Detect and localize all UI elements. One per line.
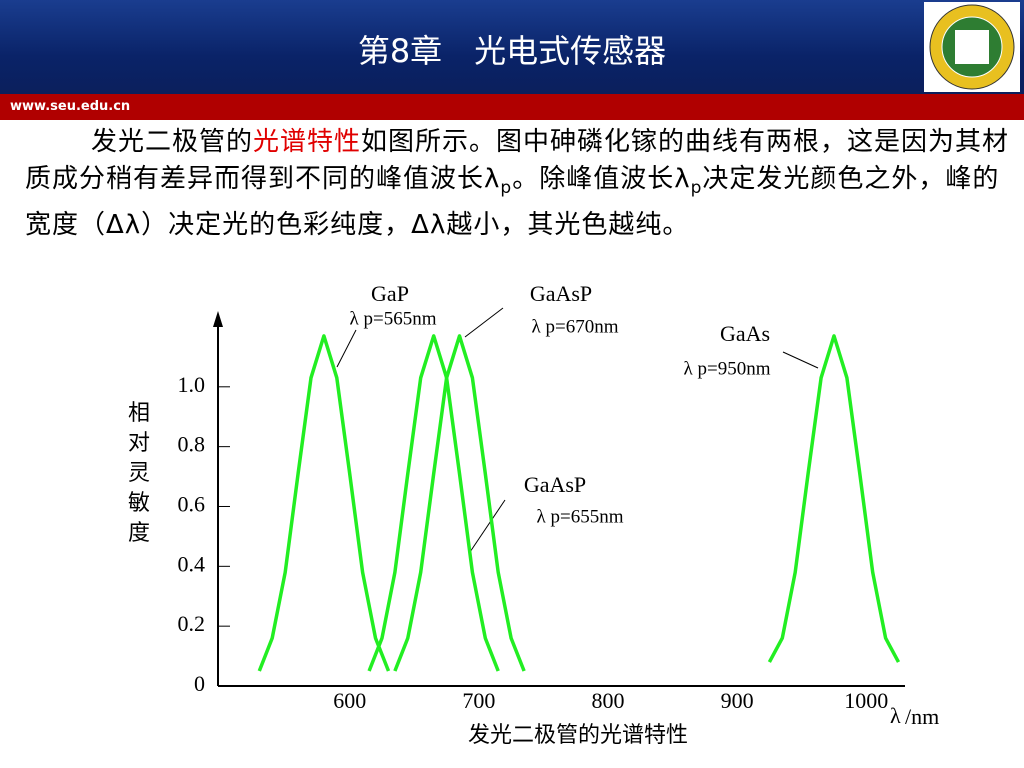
x-tick-label: 800 xyxy=(591,688,624,713)
x-label-unit: /nm xyxy=(905,704,939,729)
y-label-char: 敏 xyxy=(128,490,150,515)
y-tick-label: 0.2 xyxy=(178,611,206,636)
text: 。除峰值波长λ xyxy=(512,164,691,194)
pointer xyxy=(464,307,504,338)
peak-label: λ p=670nm xyxy=(532,316,619,337)
highlight: 光谱特性 xyxy=(253,127,362,157)
subscript: p xyxy=(690,178,703,199)
y-tick-label: 0 xyxy=(194,671,205,696)
pointer xyxy=(469,499,506,553)
logo-building xyxy=(955,30,989,64)
x-tick-label: 900 xyxy=(721,688,754,713)
url: www.seu.edu.cn xyxy=(10,99,131,114)
y-tick-label: 0.4 xyxy=(178,551,206,576)
y-label-char: 灵 xyxy=(128,460,150,485)
y-label-char: 对 xyxy=(128,430,150,455)
pointer xyxy=(782,351,819,369)
x-tick-label: 1000 xyxy=(844,688,888,713)
y-axis-label: 相对灵敏度 xyxy=(128,400,150,545)
y-tick-label: 0.6 xyxy=(178,492,206,517)
text: 如图所示。图中砷磷化镓的曲线有两根，这是因为其材质成分稍有差异而得到不同的峰值波… xyxy=(25,127,1010,194)
url-bar xyxy=(0,94,1024,120)
logo xyxy=(924,2,1020,92)
series-name: GaAs xyxy=(720,321,770,346)
x-tick-label: 700 xyxy=(462,688,495,713)
y-axis-arrow xyxy=(213,311,223,327)
slide-title: 第8章 光电式传感器 xyxy=(357,32,667,70)
text: 发光二极管的 xyxy=(91,127,254,157)
subscript: p xyxy=(500,178,513,199)
header-bar xyxy=(0,0,1024,94)
y-label-char: 度 xyxy=(128,520,150,545)
series-name: GaAsP xyxy=(524,472,586,497)
series-name: GaAsP xyxy=(530,281,592,306)
y-tick-label: 1.0 xyxy=(178,372,206,397)
y-tick-label: 0.8 xyxy=(178,432,206,457)
curve xyxy=(393,334,526,672)
curve xyxy=(767,334,901,663)
text: 决定发光颜色之外，峰的宽度（Δλ）决定光的色彩纯度，Δλ越小，其光色越纯。 xyxy=(25,164,1000,241)
y-label-char: 相 xyxy=(128,400,150,425)
curve xyxy=(257,334,391,672)
peak-label: λ p=565nm xyxy=(350,308,437,329)
x-tick-label: 600 xyxy=(333,688,366,713)
pointer xyxy=(336,329,357,368)
peak-label: λ p=950nm xyxy=(684,358,771,379)
series-name: GaP xyxy=(371,281,409,306)
pointers xyxy=(336,307,819,553)
x-label-symbol: λ xyxy=(890,703,901,728)
caption: 发光二极管的光谱特性 xyxy=(468,723,688,748)
peak-label: λ p=655nm xyxy=(537,506,624,527)
paragraph: 发光二极管的光谱特性如图所示。图中砷磷化镓的曲线有两根，这是因为其材质成分稍有差… xyxy=(25,124,1010,244)
curve xyxy=(367,334,500,672)
